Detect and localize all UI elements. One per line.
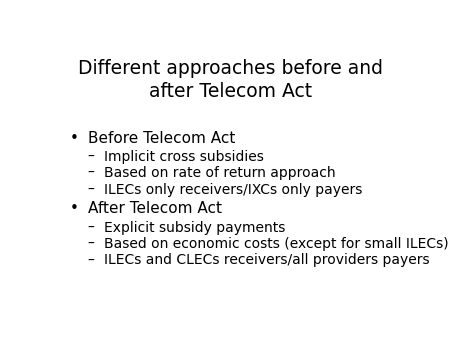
Text: –: – xyxy=(88,221,94,235)
Text: Different approaches before and
after Telecom Act: Different approaches before and after Te… xyxy=(78,59,383,100)
Text: Implicit cross subsidies: Implicit cross subsidies xyxy=(104,150,264,164)
Text: Based on economic costs (except for small ILECs): Based on economic costs (except for smal… xyxy=(104,237,448,251)
Text: Before Telecom Act: Before Telecom Act xyxy=(88,131,235,146)
Text: ILECs only receivers/IXCs only payers: ILECs only receivers/IXCs only payers xyxy=(104,183,362,197)
Text: ILECs and CLECs receivers/all providers payers: ILECs and CLECs receivers/all providers … xyxy=(104,254,429,267)
Text: –: – xyxy=(88,254,94,267)
Text: –: – xyxy=(88,183,94,197)
Text: Explicit subsidy payments: Explicit subsidy payments xyxy=(104,221,285,235)
Text: –: – xyxy=(88,237,94,251)
Text: •: • xyxy=(70,201,79,216)
Text: •: • xyxy=(70,131,79,146)
Text: After Telecom Act: After Telecom Act xyxy=(88,201,222,216)
Text: –: – xyxy=(88,150,94,164)
Text: Based on rate of return approach: Based on rate of return approach xyxy=(104,166,335,180)
Text: –: – xyxy=(88,166,94,180)
